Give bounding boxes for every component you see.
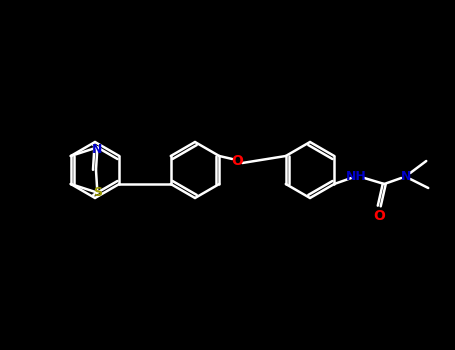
Text: S: S (93, 186, 102, 199)
Text: N: N (92, 143, 102, 156)
Text: NH: NH (346, 169, 367, 182)
Text: O: O (373, 209, 385, 223)
Text: O: O (231, 154, 243, 168)
Text: N: N (401, 169, 411, 182)
